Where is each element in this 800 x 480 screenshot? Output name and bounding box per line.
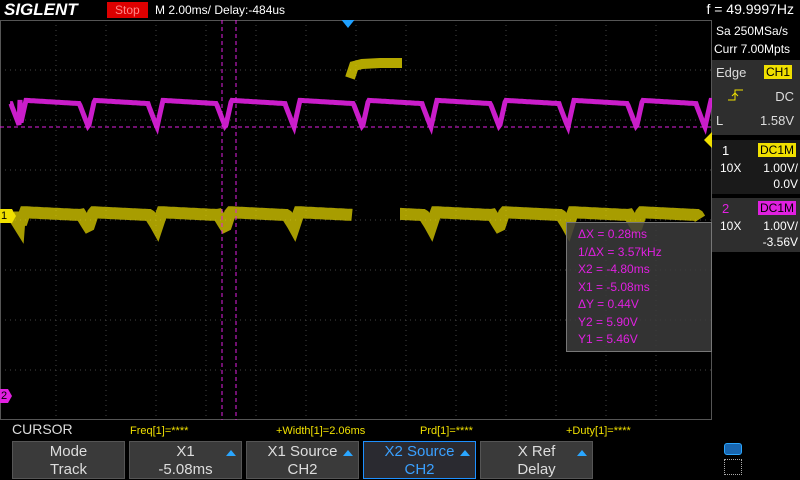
channel-number: 2 bbox=[722, 201, 730, 216]
softkey-value: CH2 bbox=[287, 461, 318, 478]
cursor-value: Y1 = 5.46V bbox=[578, 332, 638, 346]
softkey-label: Mode bbox=[49, 443, 88, 460]
measurement: Freq[1]=**** bbox=[130, 425, 189, 437]
softkey-value: CH2 bbox=[404, 461, 435, 478]
channel-coupling: DC1M bbox=[758, 201, 797, 215]
trigger-coupling: DC bbox=[775, 89, 794, 104]
trigger-position bbox=[340, 18, 356, 28]
status-icons bbox=[722, 441, 746, 477]
softkey-label: X1 Source bbox=[267, 443, 338, 460]
trigger-level-value: 1.58V bbox=[760, 113, 794, 128]
softkey-arrow bbox=[577, 450, 587, 456]
cursor-value: 1/ΔX = 3.57kHz bbox=[578, 244, 662, 259]
cursor-value: ΔY = 0.44V bbox=[578, 297, 639, 311]
softkey-value: Delay bbox=[517, 461, 556, 478]
softkey-label: X1 bbox=[176, 443, 195, 460]
ch1-marker: 1 bbox=[1, 210, 8, 222]
cursor-value: X2 = -4.80ms bbox=[578, 262, 650, 276]
edge-icon bbox=[728, 89, 743, 101]
cursor-value: Y2 = 5.90V bbox=[578, 314, 638, 329]
logo: SIGLENT bbox=[4, 0, 78, 19]
sample-rate: Sa 250MSa/s bbox=[716, 24, 789, 38]
ch2-marker: 2 bbox=[1, 390, 8, 402]
channel-scale: 1.00V/ bbox=[763, 219, 798, 233]
measurement: +Duty[1]=**** bbox=[566, 425, 631, 437]
trigger-level-label: L bbox=[716, 113, 724, 128]
ch1-trace bbox=[400, 206, 706, 242]
softkey-arrow bbox=[343, 450, 353, 456]
softkey[interactable]: X2 Source CH2 bbox=[363, 441, 476, 479]
frequency: f = 49.9997Hz bbox=[706, 1, 794, 17]
softkey-value: Track bbox=[50, 461, 87, 478]
cursor-readout bbox=[566, 222, 712, 352]
softkey-arrow bbox=[460, 450, 470, 456]
ch1-trace bbox=[8, 206, 353, 244]
ch2-marker-bg bbox=[0, 389, 12, 403]
ch1-marker-bg bbox=[0, 209, 16, 223]
channel-number: 1 bbox=[722, 143, 730, 158]
memory-depth: Curr 7.00Mpts bbox=[714, 42, 791, 56]
measurement: Prd[1]=**** bbox=[420, 425, 473, 437]
cursor-value: ΔX = 0.28ms bbox=[578, 227, 648, 241]
channel-offset: -3.56V bbox=[762, 235, 798, 249]
measure-title: CURSOR bbox=[12, 421, 73, 437]
timebase: M 2.00ms/ Delay:-484us bbox=[155, 3, 286, 17]
run-status[interactable]: Stop bbox=[107, 2, 148, 18]
channel-probe: 10X bbox=[720, 219, 742, 233]
softkey[interactable]: X1 Source CH2 bbox=[246, 441, 359, 479]
softkey[interactable]: Mode Track bbox=[12, 441, 125, 479]
trigger-type: Edge bbox=[716, 65, 747, 80]
softkey-label: X2 Source bbox=[384, 443, 455, 460]
ch1-trace bbox=[345, 58, 402, 80]
traces bbox=[8, 58, 714, 244]
channel-probe: 10X bbox=[720, 161, 742, 175]
softkey[interactable]: X Ref Delay bbox=[480, 441, 593, 479]
channel-scale: 1.00V/ bbox=[763, 161, 798, 175]
softkey-label: X Ref bbox=[517, 443, 556, 460]
softkey[interactable]: X1 -5.08ms bbox=[129, 441, 242, 479]
trigger-source: CH1 bbox=[764, 65, 793, 79]
trigger-level bbox=[704, 132, 712, 148]
softkey-arrow bbox=[226, 450, 236, 456]
top-bar bbox=[0, 0, 800, 20]
channel-offset: 0.0V bbox=[773, 177, 798, 191]
softkey-value: -5.08ms bbox=[158, 461, 213, 478]
measurement: +Width[1]=2.06ms bbox=[276, 425, 366, 437]
cursor-value: X1 = -5.08ms bbox=[578, 279, 650, 294]
ch2-trace bbox=[8, 97, 714, 135]
channel-coupling: DC1M bbox=[758, 143, 797, 157]
